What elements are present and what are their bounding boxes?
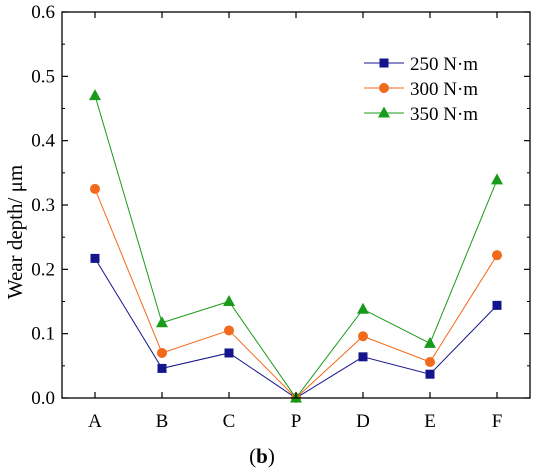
- figure-caption: (b): [249, 444, 275, 468]
- axes: 0.0 0.1 0.2 0.3 0.4 0.5 0.6 A B C P D E F: [31, 2, 531, 432]
- data-point: [492, 250, 502, 261]
- x-tick-label: B: [156, 411, 169, 432]
- y-axis-title: Wear depth/ μm: [3, 165, 27, 299]
- legend-marker: [379, 58, 389, 68]
- data-point: [224, 325, 234, 336]
- x-tick-label: P: [291, 411, 302, 432]
- x-tick-label: E: [424, 411, 436, 432]
- data-point: [156, 316, 168, 328]
- data-point: [357, 302, 369, 314]
- x-tick-label: F: [492, 411, 503, 432]
- data-point: [157, 363, 167, 373]
- data-point: [90, 253, 100, 263]
- data-point: [89, 89, 101, 101]
- series-2: [90, 183, 502, 403]
- caption-close: ): [268, 444, 275, 468]
- data-point: [424, 336, 436, 348]
- data-point: [90, 183, 100, 194]
- y-tick-label: 0.6: [31, 2, 55, 23]
- y-tick-label: 0.3: [31, 195, 55, 216]
- data-point: [492, 300, 502, 310]
- data-point: [157, 347, 167, 358]
- legend-marker: [379, 83, 389, 93]
- x-tick-label: D: [356, 411, 370, 432]
- legend-entry: 250 N·m: [364, 54, 478, 75]
- data-point: [491, 173, 503, 185]
- caption-letter: b: [256, 444, 268, 468]
- data-point: [358, 352, 368, 362]
- y-tick-label: 0.2: [31, 259, 55, 280]
- legend-label: 350 N·m: [410, 104, 478, 125]
- data-point: [358, 331, 368, 342]
- y-tick-label: 0.4: [31, 131, 55, 152]
- caption-open: (: [249, 444, 256, 468]
- legend-entry: 350 N·m: [364, 104, 478, 125]
- y-tick-label: 0.1: [31, 324, 55, 345]
- data-point: [223, 295, 235, 306]
- plot-area: [89, 89, 503, 403]
- series-line: [94, 95, 498, 399]
- legend: 250 N·m 300 N·m 350 N·m: [364, 54, 478, 125]
- y-tick-label: 0.5: [31, 66, 55, 87]
- legend-label: 250 N·m: [410, 54, 478, 75]
- data-point: [425, 356, 435, 367]
- legend-marker: [378, 106, 390, 118]
- data-point: [224, 348, 234, 358]
- x-tick-label: C: [223, 411, 236, 432]
- y-tick-label: 0.0: [31, 388, 55, 409]
- series-3: [89, 89, 503, 403]
- legend-entry: 300 N·m: [364, 79, 478, 100]
- legend-label: 300 N·m: [410, 79, 478, 100]
- data-point: [425, 369, 435, 379]
- x-tick-label: A: [88, 411, 102, 432]
